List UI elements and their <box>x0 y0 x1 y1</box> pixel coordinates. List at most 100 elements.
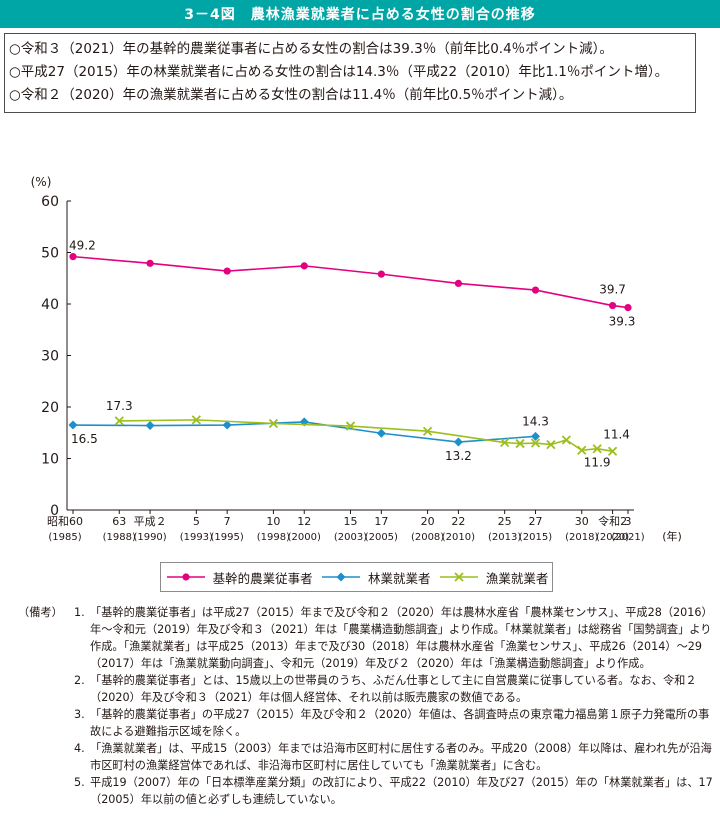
x-tick-label: 10 <box>266 515 280 528</box>
summary-box: ○令和３（2021）年の基幹的農業従事者に占める女性の割合は39.3％（前年比0… <box>4 33 696 113</box>
x-tick-label: (2000) <box>288 532 321 543</box>
legend-label: 漁業就業者 <box>485 570 549 586</box>
x-tick-label: (1995) <box>211 532 244 543</box>
x-tick-label: (2015) <box>519 532 552 543</box>
data-point-x <box>515 438 525 449</box>
y-tick-label: 50 <box>41 246 59 262</box>
note-text: 「漁業就業者」は、平成15（2003）年までは沿海市区町村に居住する者のみ。平成… <box>90 742 712 772</box>
data-point-x <box>546 439 556 450</box>
y-tick-label: 40 <box>41 297 59 313</box>
x-tick-label: 20 <box>421 515 435 528</box>
data-point-diamond <box>68 420 78 430</box>
note-item: 1. 「基幹的農業従事者」は平成27（2015）年まで及び令和２（2020）年は農… <box>74 604 714 672</box>
x-tick-label: 12 <box>297 515 311 528</box>
data-point-x <box>114 416 124 426</box>
y-tick-label: 60 <box>41 194 59 210</box>
x-tick-label: 昭和60 <box>47 515 83 528</box>
summary-line: ○平成27（2015）年の林業就業者に占める女性の割合は14.3％（平成22（2… <box>9 64 669 80</box>
x-tick-label: 22 <box>451 515 465 528</box>
line-chart: 0 10 20 30 40 50 60 (%) 昭和60 (1985) 63 (1988) 平成２ (19… <box>31 175 682 543</box>
data-label: 49.2 <box>69 239 96 253</box>
x-tick-label: (2020) <box>596 532 629 543</box>
x-axis-label: (年) <box>662 529 682 543</box>
x-tick-label: (2018) <box>565 532 598 543</box>
x-tick-label: (2005) <box>365 532 398 543</box>
data-point-x <box>592 444 602 454</box>
data-label: 14.3 <box>522 414 549 428</box>
data-point-circle <box>624 304 632 312</box>
legend-swatch-x-icon <box>439 572 478 582</box>
x-tick-label: 25 <box>498 515 512 528</box>
note-number: 2. <box>74 674 85 687</box>
data-point-circle <box>531 286 540 294</box>
data-point-circle <box>608 301 617 310</box>
note-number: 5. <box>74 776 85 789</box>
x-tick-label: 7 <box>224 515 231 528</box>
notes-heading: （備考） <box>18 606 63 619</box>
note-number: 1. <box>74 606 85 619</box>
note-item: 4. 「漁業就業者」は、平成15（2003）年までは沿海市区町村に居住する者のみ。… <box>74 740 714 774</box>
data-point-circle <box>454 279 463 287</box>
data-label: 11.9 <box>584 456 611 470</box>
chart-legend: 基幹的農業従事者 林業就業者 漁業就業者 <box>160 562 553 592</box>
x-tick-label: 63 <box>112 515 126 528</box>
x-tick-label: (2003) <box>334 532 367 543</box>
x-tick-label: 平成２ <box>134 515 167 528</box>
series-line <box>72 255 629 309</box>
x-tick-label: (2008) <box>411 532 444 543</box>
data-point-diamond <box>531 431 540 441</box>
data-point-circle <box>300 262 308 270</box>
x-tick-label: 15 <box>344 515 358 528</box>
summary-line: ○令和２（2020）年の漁業就業者に占める女性の割合は11.4％（前年比0.5％… <box>9 87 573 103</box>
data-point-circle <box>69 253 77 261</box>
note-text: 平成19（2007）年の「日本標準産業分類」の改訂により、平成22（2010）年… <box>90 776 713 806</box>
legend-swatch-circle-icon <box>166 573 205 581</box>
notes-list: 1. 「基幹的農業従事者」は平成27（2015）年まで及び令和２（2020）年は農… <box>74 604 714 808</box>
data-point-diamond <box>222 420 232 430</box>
note-text: 「基幹的農業従事者」は平成27（2015）年まで及び令和２（2020）年は農林水… <box>90 606 713 670</box>
x-tick-label: 令和2 <box>598 514 627 528</box>
x-tick-label: 27 <box>529 515 543 528</box>
y-tick-label: 30 <box>41 349 59 365</box>
data-point-x <box>345 421 356 431</box>
data-label: 17.3 <box>106 399 133 413</box>
data-label: 11.4 <box>603 427 630 441</box>
y-tick-label: 20 <box>41 400 59 416</box>
data-point-diamond <box>376 428 386 438</box>
data-point-x <box>577 445 587 455</box>
note-item: 2. 「基幹的農業従事者」とは、15歳以上の世帯員のうち、ふだん仕事として主に自営… <box>74 672 714 706</box>
data-point-diamond <box>145 421 155 431</box>
data-point-x <box>500 437 510 448</box>
x-tick-label: (1985) <box>48 532 81 543</box>
x-tick-label: (1990) <box>133 532 166 543</box>
y-tick-label: 10 <box>41 452 59 468</box>
note-item: 5. 平成19（2007）年の「日本標準産業分類」の改訂により、平成22（2010… <box>74 774 714 808</box>
data-point-circle <box>146 259 154 267</box>
x-tick-label: 17 <box>374 515 388 528</box>
y-tick-label: 0 <box>50 503 59 519</box>
x-tick-label: (1993) <box>180 532 213 543</box>
x-tick-label: (1988) <box>103 532 136 543</box>
note-text: 「基幹的農業従事者」の平成27（2015）年及び令和２（2020）年値は、各調査… <box>90 708 710 738</box>
note-number: 3. <box>74 708 85 721</box>
data-point-diamond <box>453 437 463 447</box>
legend-item-fishery: 漁業就業者 <box>438 568 549 587</box>
note-item: 3. 「基幹的農業従事者」の平成27（2015）年及び令和２（2020）年値は、各… <box>74 706 714 740</box>
data-point-circle <box>223 267 231 275</box>
data-point-circle <box>377 270 385 278</box>
y-axis-label: (%) <box>31 175 52 189</box>
data-label: 39.3 <box>609 315 636 329</box>
summary-line: ○令和３（2021）年の基幹的農業従事者に占める女性の割合は39.3％（前年比0… <box>9 41 613 57</box>
note-text: 「基幹的農業従事者」とは、15歳以上の世帯員のうち、ふだん仕事として主に自営農業… <box>90 674 697 704</box>
data-point-x <box>422 426 433 436</box>
data-point-x <box>191 415 201 425</box>
legend-label: 基幹的農業従事者 <box>212 570 313 586</box>
x-tick-label: 30 <box>575 515 589 528</box>
data-label: 16.5 <box>71 432 98 446</box>
legend-label: 林業就業者 <box>367 570 431 586</box>
legend-item-farm: 基幹的農業従事者 <box>165 568 313 587</box>
x-tick-label: (2013) <box>488 532 521 543</box>
legend-swatch-diamond-icon <box>321 572 360 582</box>
note-number: 4. <box>74 742 85 755</box>
data-point-x <box>607 446 618 456</box>
